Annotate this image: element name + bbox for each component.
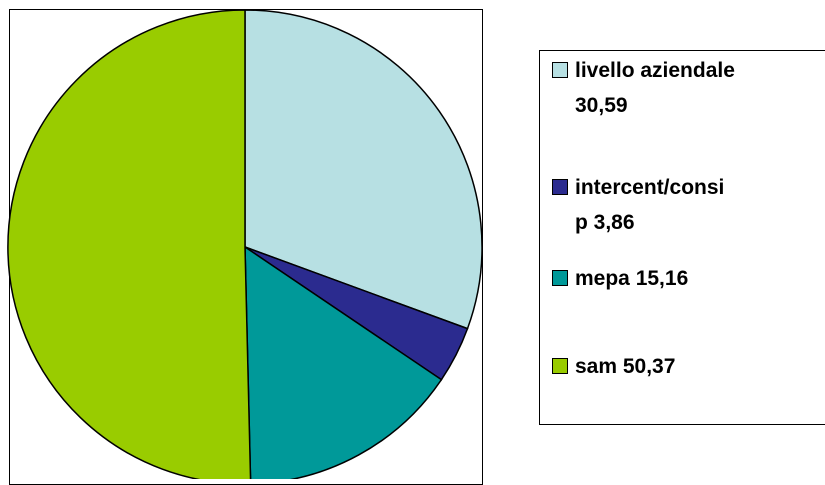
legend-label-mepa: mepa 15,16 <box>575 267 689 290</box>
legend: livello aziendale 30,59 intercent/consi … <box>539 50 825 425</box>
legend-swatch-livello-aziendale <box>552 62 568 78</box>
pie-slice-sam <box>7 9 252 479</box>
legend-label-intercent-consip: intercent/consi p 3,86 <box>575 176 725 234</box>
pie-slice-livello-aziendale <box>244 9 483 330</box>
legend-label-sam: sam 50,37 <box>575 355 676 378</box>
legend-label-livello-aziendale: livello aziendale 30,59 <box>575 59 735 117</box>
legend-swatch-mepa <box>552 270 568 286</box>
legend-swatch-intercent-consip <box>552 179 568 195</box>
pie-slice-mepa <box>244 245 443 479</box>
legend-swatch-sam <box>552 358 568 374</box>
